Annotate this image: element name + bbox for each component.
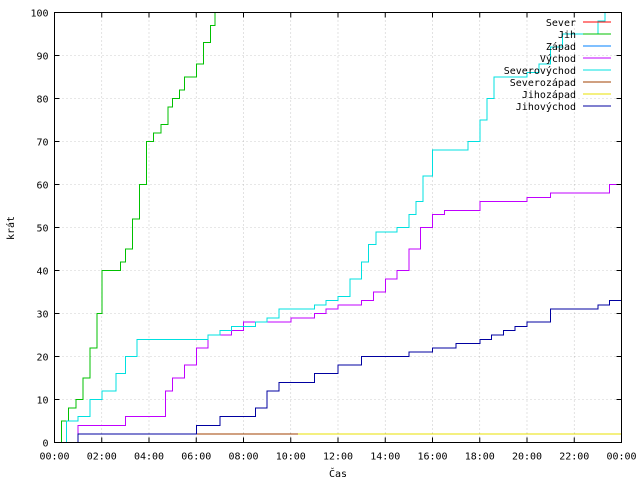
- y-tick-label: 50: [36, 224, 48, 235]
- series-line-Západ: [66, 433, 622, 443]
- legend-label: Jihovýchod: [516, 101, 576, 113]
- y-tick-label: 40: [36, 267, 48, 278]
- x-axis-ticks: 00:00 02:00 04:00 06:00 08:00 10:00 12:00 14:00…: [39, 12, 637, 463]
- y-tick-label: 0: [42, 439, 48, 450]
- series-line-Jihovýchod: [68, 292, 622, 443]
- legend-label: Západ: [546, 41, 576, 53]
- x-axis-label: Čas: [329, 467, 347, 480]
- x-tick-label: 14:00: [370, 452, 400, 463]
- series-line-Jih: [54, 12, 220, 443]
- x-tick-label: 02:00: [87, 452, 117, 463]
- x-tick-label: 16:00: [417, 452, 447, 463]
- x-tick-label: 00:00: [606, 452, 636, 463]
- y-tick-label: 90: [36, 52, 48, 63]
- legend: SeverJihZápadVýchodSeverovýchodSeverozáp…: [504, 18, 611, 113]
- y-tick-label: 100: [30, 9, 48, 20]
- y-tick-label: 70: [36, 138, 48, 149]
- x-tick-label: 22:00: [559, 452, 589, 463]
- y-axis-label: krát: [5, 216, 17, 240]
- x-tick-label: 08:00: [228, 452, 258, 463]
- legend-label: Severozápad: [510, 77, 576, 89]
- x-tick-label: 12:00: [323, 452, 353, 463]
- y-tick-label: 10: [36, 396, 48, 407]
- legend-label: Jihozápad: [522, 89, 576, 101]
- series-lines: [54, 12, 622, 443]
- y-axis-ticks: 0 10 20 30 40 50 60 70 80 90 100: [30, 9, 622, 450]
- y-tick-label: 60: [36, 181, 48, 192]
- y-tick-label: 20: [36, 353, 48, 364]
- y-tick-label: 80: [36, 95, 48, 106]
- series-line-Severovýchod: [59, 12, 606, 443]
- x-tick-label: 06:00: [181, 452, 211, 463]
- x-tick-label: 10:00: [276, 452, 306, 463]
- legend-label: Severovýchod: [504, 65, 576, 77]
- legend-label: Východ: [540, 53, 576, 65]
- x-tick-label: 04:00: [134, 452, 164, 463]
- legend-label: Jih: [558, 30, 576, 41]
- series-line-Severozápad: [73, 433, 298, 443]
- x-tick-label: 00:00: [39, 452, 69, 463]
- grid-lines: [54, 12, 622, 443]
- series-line-Sever: [71, 433, 298, 443]
- legend-label: Sever: [546, 18, 576, 29]
- series-line-Východ: [73, 150, 622, 443]
- x-tick-label: 20:00: [512, 452, 542, 463]
- x-tick-label: 18:00: [465, 452, 495, 463]
- y-tick-label: 30: [36, 310, 48, 321]
